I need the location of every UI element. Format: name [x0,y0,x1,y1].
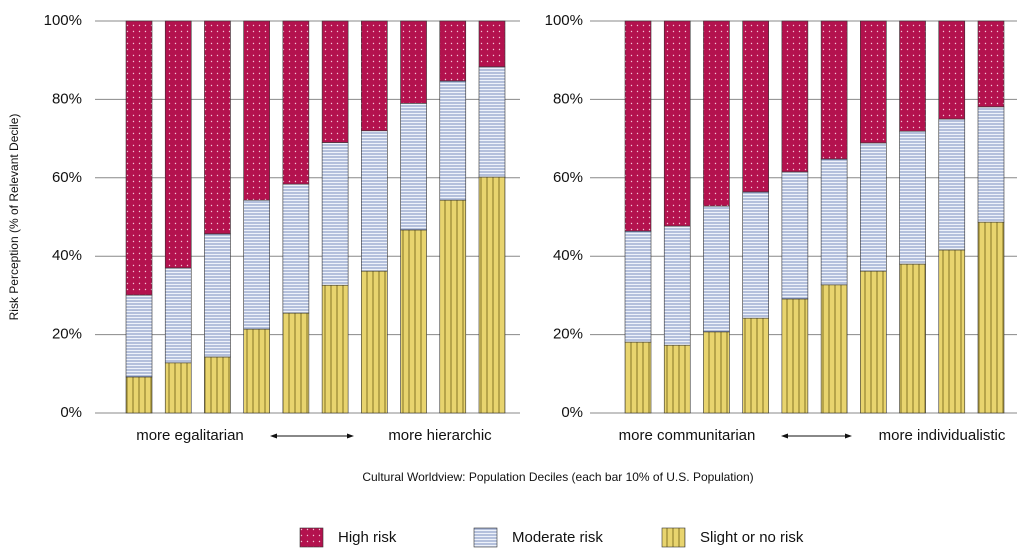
bar-segment [820,284,848,414]
y-tick-label: 60% [553,169,583,186]
legend-label: High risk [338,529,397,546]
bar-segment [282,312,310,414]
bar-segment [243,199,270,330]
bar-segment [204,356,231,414]
bar-segment [204,233,231,358]
annotation: more communitarian [619,427,756,444]
bar-segment [164,267,192,364]
bar-segment [624,20,652,232]
x-axis-label: Cultural Worldview: Population Deciles (… [362,470,753,484]
bar-segment [282,20,310,185]
bar-segment [820,20,848,160]
bar-segment [860,270,887,414]
bar-segment [938,118,966,251]
legend-swatch [661,527,686,548]
bar-segment [321,284,349,414]
y-tick-label: 100% [545,12,583,29]
bar-segment [742,20,769,193]
arrow [781,433,852,439]
bar-segment [899,130,926,265]
bar-segment [125,294,153,378]
annotation: more hierarchic [388,427,492,444]
bar-segment [860,142,887,272]
bar-segment [624,230,652,343]
y-tick-label: 60% [52,169,82,186]
y-tick-label: 40% [52,247,82,264]
legend-swatch [299,527,324,548]
bar-segment [439,80,467,201]
bar-segment [400,229,427,414]
bar-segment [938,20,966,120]
bar-segment [663,20,691,227]
y-tick-label: 100% [44,12,82,29]
bar-segment [361,270,388,414]
bar-segment [624,341,652,414]
legend-swatch [473,527,498,548]
bar-segment [781,298,809,414]
y-tick-label: 0% [60,404,82,421]
y-tick-label: 20% [553,326,583,343]
bar-segment [164,20,192,269]
bar-segment [742,191,769,319]
bar-segment [663,344,691,414]
bar-segment [703,331,730,414]
bar-segment [361,20,388,132]
bar-segment [938,249,966,414]
bar-segment [742,317,769,414]
bar-segment [977,20,1005,108]
bar-segment [439,20,467,82]
bar-segment [703,20,730,207]
y-tick-label: 80% [52,90,82,107]
annotation: more egalitarian [136,427,244,444]
bar-segment [478,176,506,414]
bar-segment [164,362,192,414]
bar-segment [781,171,809,300]
bar-segment [243,328,270,414]
legend-label: Slight or no risk [700,529,804,546]
legend-label: Moderate risk [512,529,603,546]
bar-segment [860,20,887,144]
bar-segment [282,183,310,314]
bar-segment [977,221,1005,414]
y-tick-label: 40% [553,247,583,264]
bar-segment [478,20,506,68]
legend: High risk Moderate risk Slight or no risk [299,527,804,548]
annotation: more individualistic [879,427,1006,444]
bar-segment [478,66,506,178]
y-tick-label: 0% [561,404,583,421]
arrow [270,433,354,439]
y-tick-label: 20% [52,326,82,343]
bar-segment [703,205,730,333]
bar-segment [781,20,809,173]
bar-segment [125,20,153,296]
bar-segment [204,20,231,235]
bar-segment [400,103,427,231]
bar-segment [439,199,467,414]
bar-segment [243,20,270,201]
bar-segment [899,263,926,414]
bar-segment [400,20,427,104]
bar-segment [361,130,388,272]
bar-segment [977,106,1005,223]
bar-segment [820,158,848,286]
bar-segment [663,225,691,346]
y-axis-label: Risk Perception (% of Relevant Decile) [7,114,21,321]
y-tick-label: 80% [553,90,583,107]
bar-segment [899,20,926,132]
bar-segment [321,20,349,143]
bar-segment [321,142,349,286]
bar-segment [125,376,153,414]
